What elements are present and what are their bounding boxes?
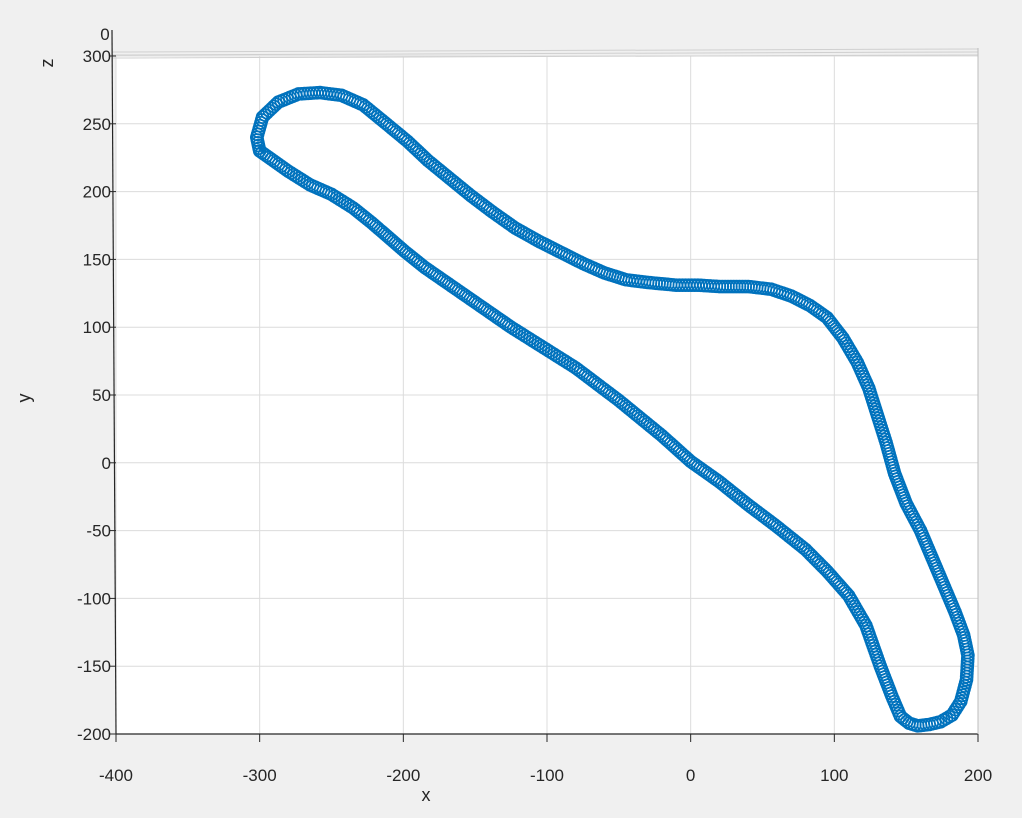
y-tick-label: 0 xyxy=(102,454,111,473)
y-tick-label: 50 xyxy=(92,386,111,405)
z-axis-label: z xyxy=(37,59,57,68)
y-tick-label: -200 xyxy=(77,725,111,744)
y-tick-label: 100 xyxy=(83,318,111,337)
y-tick-label: 150 xyxy=(83,250,111,269)
y-tick-label: 300 xyxy=(83,47,111,66)
perspective-gridline xyxy=(111,51,979,56)
y-tick-label: -150 xyxy=(77,657,111,676)
x-tick-label: 0 xyxy=(686,766,695,785)
x-tick-label: -300 xyxy=(243,766,277,785)
x-tick-label: 200 xyxy=(964,766,992,785)
x-tick-label: -200 xyxy=(386,766,420,785)
x-tick-label: 100 xyxy=(820,766,848,785)
perspective-gridline xyxy=(111,48,979,53)
x-tick-label: -400 xyxy=(99,766,133,785)
y-tick-label: -100 xyxy=(77,589,111,608)
y-axis-label: y xyxy=(14,394,34,403)
z-tick-label: 0 xyxy=(100,25,109,44)
x-axis-label: x xyxy=(422,785,431,805)
perspective-gridline xyxy=(111,54,979,59)
tick-labels: -400 -300 -200 -100 0 100 200 -200 -150 -100 -50 0 5… xyxy=(77,47,992,785)
track-point xyxy=(681,452,696,467)
y-axis-line xyxy=(111,29,117,735)
y-tick-label: 200 xyxy=(83,183,111,202)
series-layer xyxy=(249,85,975,733)
x-tick-label: -100 xyxy=(530,766,564,785)
y-tick-label: 250 xyxy=(83,115,111,134)
y-tick-label: -50 xyxy=(86,522,111,541)
track-point xyxy=(677,448,691,463)
track-point xyxy=(679,450,694,465)
